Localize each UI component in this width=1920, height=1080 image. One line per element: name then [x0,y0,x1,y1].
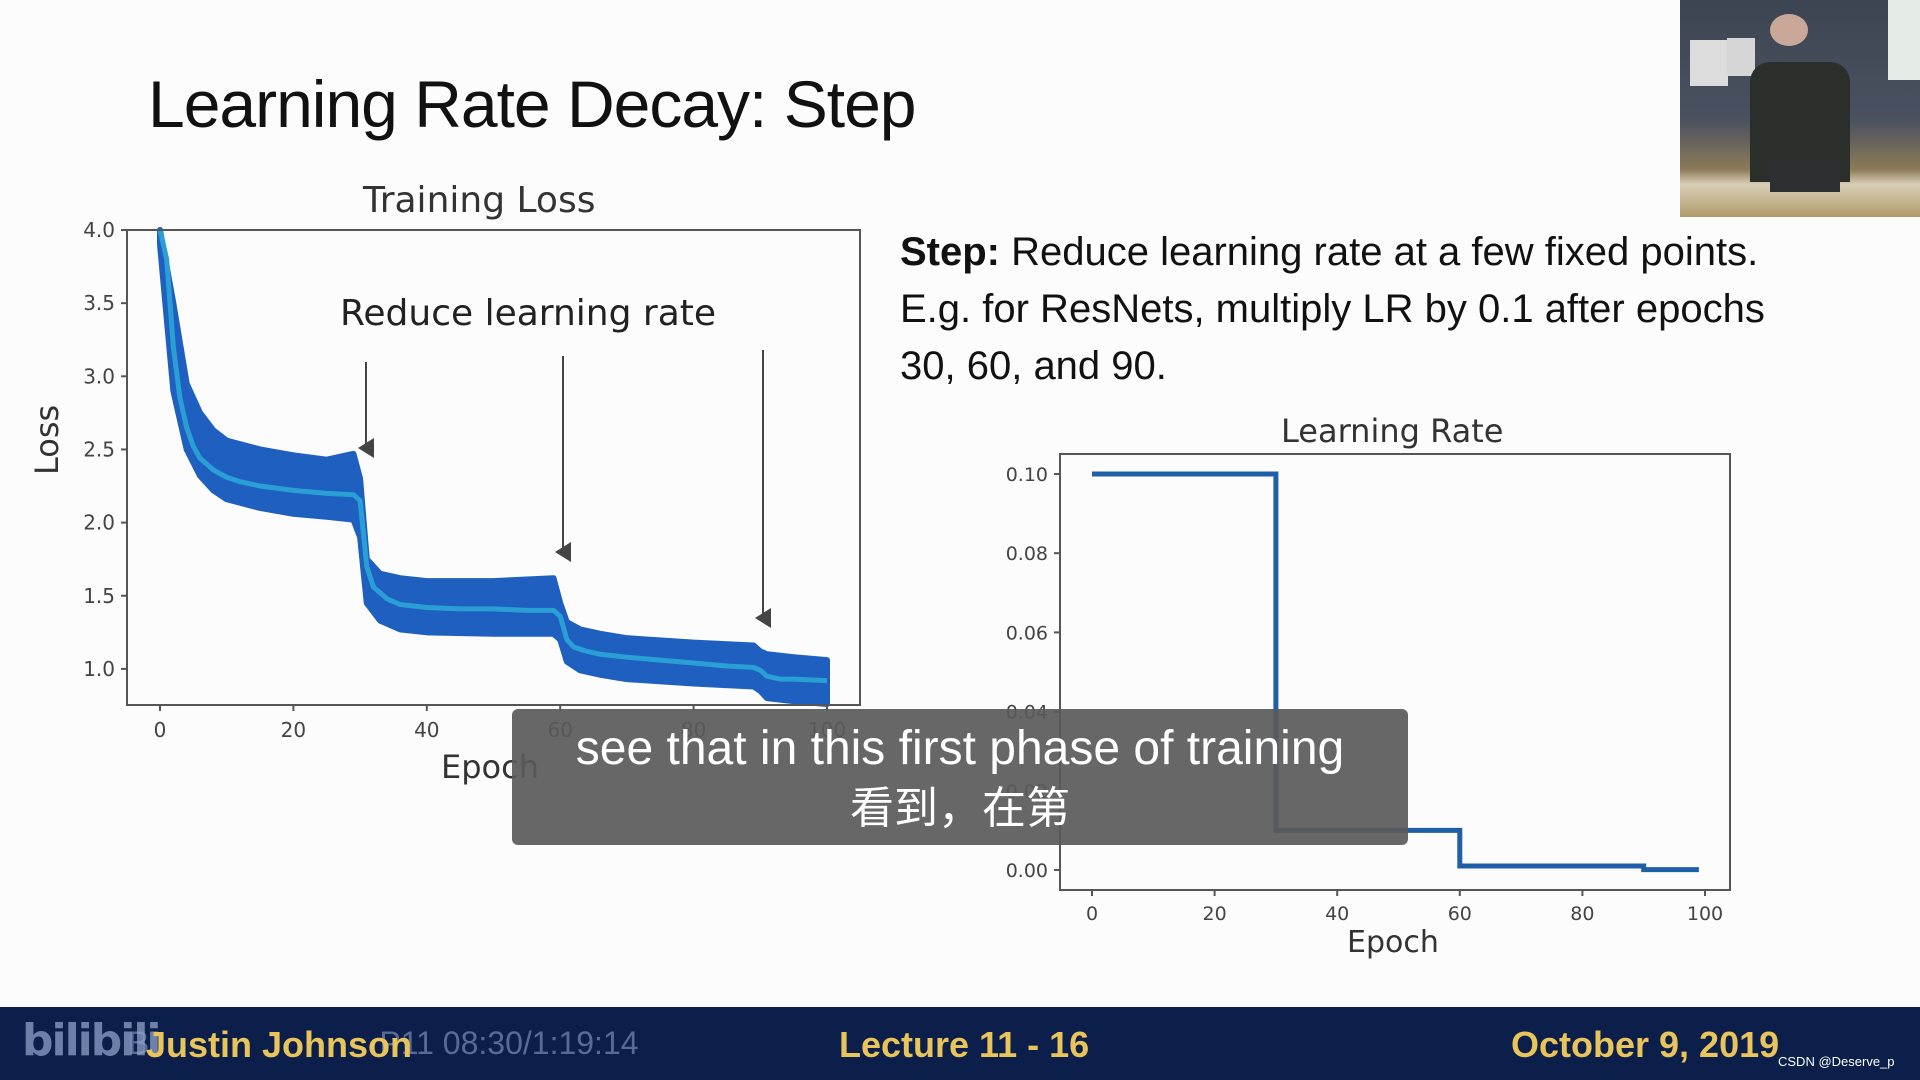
learning-rate-plot-frame [1059,453,1731,891]
svg-text:0.00: 0.00 [1006,860,1048,882]
body-line-2: E.g. for ResNets, multiply LR by 0.1 aft… [900,287,1765,331]
training-loss-plot-frame [126,229,861,706]
video-watermark: B P11 08:30/1:19:14 [128,1025,639,1061]
training-loss-raw-band [157,227,830,708]
training-loss-chart: 0204060801001.01.52.02.53.03.54.0 [83,218,861,742]
svg-text:40: 40 [414,718,439,742]
slide-title: Learning Rate Decay: Step [148,66,917,142]
csdn-credit: CSDN @Deserve_p [1778,1054,1895,1069]
svg-text:1.5: 1.5 [83,584,115,608]
laptop [1770,160,1840,192]
svg-text:4.0: 4.0 [83,218,115,242]
svg-text:20: 20 [1203,903,1227,925]
svg-text:3.0: 3.0 [83,364,115,388]
presenter-name: Justin Johnson [146,1024,413,1065]
svg-text:40: 40 [1325,903,1349,925]
svg-text:0: 0 [154,718,167,742]
svg-text:0.08: 0.08 [1006,543,1048,565]
slide-body-text: Step: Reduce learning rate at a few fixe… [900,224,1860,395]
subtitle-chinese: 看到，在第 [850,783,1070,834]
subtitle-english: see that in this first phase of training [575,722,1345,775]
lecturer-video-inset [1680,0,1920,217]
window [1888,0,1920,80]
wall-poster-1 [1690,40,1728,86]
training-loss-title: Training Loss [363,180,596,221]
slide-title-main: Learning Rate Decay: [148,67,767,141]
bilibili-logo: bilibili [22,1015,161,1066]
learning-rate-xlabel: Epoch [1347,925,1439,960]
svg-text:2.0: 2.0 [83,511,115,535]
svg-text:60: 60 [1448,903,1472,925]
svg-text:0.06: 0.06 [1006,622,1048,644]
learning-rate-line [1092,471,1699,873]
svg-text:0: 0 [1086,903,1098,925]
reduce-lr-arrows [358,350,771,628]
training-loss-smoothed-line [157,229,828,684]
footer-bar: bilibili B P11 08:30/1:19:14 Justin Johns… [0,1007,1920,1080]
svg-text:20: 20 [281,718,306,742]
svg-text:100: 100 [1687,903,1723,925]
lecture-number: Lecture 11 - 16 [839,1024,1090,1065]
body-bold-step: Step: [900,230,1000,274]
svg-text:2.5: 2.5 [83,437,115,461]
learning-rate-title: Learning Rate [1281,412,1504,450]
svg-text:3.5: 3.5 [83,291,115,315]
watermark-time: P11 08:30/1:19:14 [379,1025,639,1061]
slide-title-sub: Step [766,67,917,141]
wall-poster-2 [1727,38,1755,76]
reduce-lr-annotation: Reduce learning rate [340,293,717,334]
lecturer-head [1770,14,1808,46]
svg-text:0.10: 0.10 [1006,464,1048,486]
body-line-3: 30, 60, and 90. [900,344,1167,388]
lecture-date: October 9, 2019 [1511,1024,1780,1065]
svg-text:1.0: 1.0 [83,657,115,681]
subtitle-overlay: see that in this first phase of training… [512,709,1408,845]
body-line-1: Step: Reduce learning rate at a few fixe… [900,230,1759,274]
svg-text:80: 80 [1570,903,1594,925]
